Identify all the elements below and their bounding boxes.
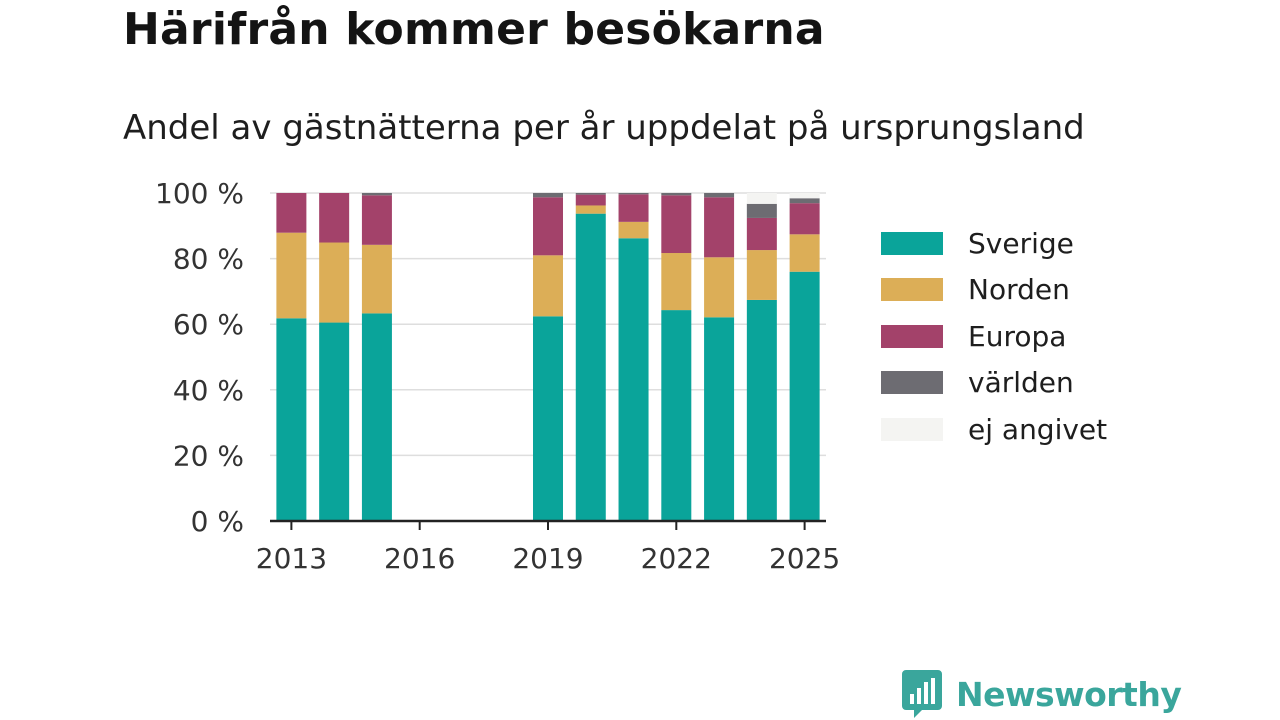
- legend-label-norden: Norden: [968, 273, 1070, 307]
- x-tick-label: 2022: [641, 542, 712, 575]
- bar-europa-2025: [789, 203, 820, 235]
- bar-europa-2023: [704, 197, 735, 258]
- y-tick-label: 100 %: [155, 177, 244, 210]
- bar-norden-2024: [746, 250, 777, 300]
- bar-chart-bubble-icon: [902, 670, 942, 718]
- legend-swatch-europa: [881, 324, 943, 348]
- x-tick-label: 2025: [769, 542, 840, 575]
- bar-ej-angivet-2025: [789, 193, 820, 199]
- legend-item-ej-angivet: ej angivet: [881, 406, 1107, 453]
- chart-subtitle: Andel av gästnätterna per år uppdelat på…: [123, 108, 1085, 148]
- legend-swatch-varlden: [881, 371, 943, 395]
- bar-norden-2021: [618, 221, 649, 239]
- legend-swatch-ej-angivet: [881, 417, 943, 441]
- legend-label-europa: Europa: [968, 319, 1067, 353]
- y-tick-label: 80 %: [173, 243, 244, 276]
- bar-norden-2019: [533, 255, 563, 317]
- bar-sverige-2020: [575, 213, 606, 521]
- bar-varlden-2025: [789, 198, 820, 204]
- legend: Sverige Norden Europa världen ej angivet: [881, 220, 1107, 453]
- bar-norden-2023: [704, 257, 735, 318]
- bar-sverige-2014: [319, 322, 350, 521]
- brand-name: Newsworthy: [956, 674, 1182, 714]
- bar-varlden-2015: [361, 193, 392, 196]
- bar-norden-2020: [575, 205, 606, 214]
- bar-europa-2013: [276, 193, 307, 233]
- legend-item-sverige: Sverige: [881, 220, 1107, 267]
- brand-logo: Newsworthy: [902, 670, 1182, 718]
- legend-item-varlden: världen: [881, 360, 1107, 407]
- legend-item-europa: Europa: [881, 313, 1107, 360]
- bar-sverige-2022: [661, 310, 692, 521]
- x-tick-label: 2019: [512, 542, 583, 575]
- y-tick-label: 0 %: [191, 505, 244, 538]
- bar-norden-2025: [789, 234, 820, 272]
- bar-europa-2014: [319, 193, 350, 243]
- bar-europa-2024: [746, 217, 777, 251]
- bar-norden-2015: [361, 244, 392, 314]
- bar-varlden-2023: [704, 193, 735, 198]
- bar-sverige-2024: [746, 299, 777, 521]
- bar-europa-2019: [533, 197, 563, 256]
- bar-norden-2022: [661, 253, 692, 311]
- bar-europa-2020: [575, 194, 606, 206]
- bar-sverige-2015: [361, 313, 392, 521]
- legend-item-norden: Norden: [881, 267, 1107, 314]
- legend-swatch-sverige: [881, 231, 943, 255]
- legend-swatch-norden: [881, 278, 943, 302]
- y-axis-labels: 0 % 20 % 40 % 60 % 80 % 100 %: [155, 177, 244, 538]
- x-axis-labels: 2013 2016 2019 2022 2025: [256, 542, 840, 575]
- bar-varlden-2021: [618, 193, 649, 195]
- bar-sverige-2023: [704, 317, 735, 521]
- bar-sverige-2025: [789, 271, 820, 521]
- bar-varlden-2024: [746, 203, 777, 218]
- x-axis: [270, 519, 826, 530]
- y-tick-label: 60 %: [173, 308, 244, 341]
- bar-sverige-2019: [533, 316, 563, 521]
- legend-label-ej-angivet: ej angivet: [968, 412, 1108, 446]
- bar-europa-2015: [361, 195, 392, 245]
- bar-varlden-2019: [533, 193, 563, 198]
- bar-europa-2021: [618, 194, 649, 222]
- y-tick-label: 20 %: [173, 439, 244, 472]
- bar-europa-2022: [661, 195, 692, 254]
- x-tick-label: 2013: [256, 542, 327, 575]
- bar-norden-2013: [276, 232, 307, 319]
- bar-ej-angivet-2024: [746, 193, 777, 204]
- legend-label-varlden: världen: [968, 366, 1074, 400]
- y-tick-label: 40 %: [173, 374, 244, 407]
- legend-label-sverige: Sverige: [968, 226, 1074, 260]
- bar-norden-2014: [319, 242, 350, 323]
- bar-sverige-2013: [276, 318, 307, 521]
- x-tick-label: 2016: [384, 542, 455, 575]
- bar-stacks: [276, 193, 820, 521]
- chart-title: Härifrån kommer besökarna: [123, 4, 825, 55]
- bar-sverige-2021: [618, 238, 649, 521]
- bar-varlden-2022: [661, 193, 692, 196]
- bar-varlden-2020: [575, 193, 606, 195]
